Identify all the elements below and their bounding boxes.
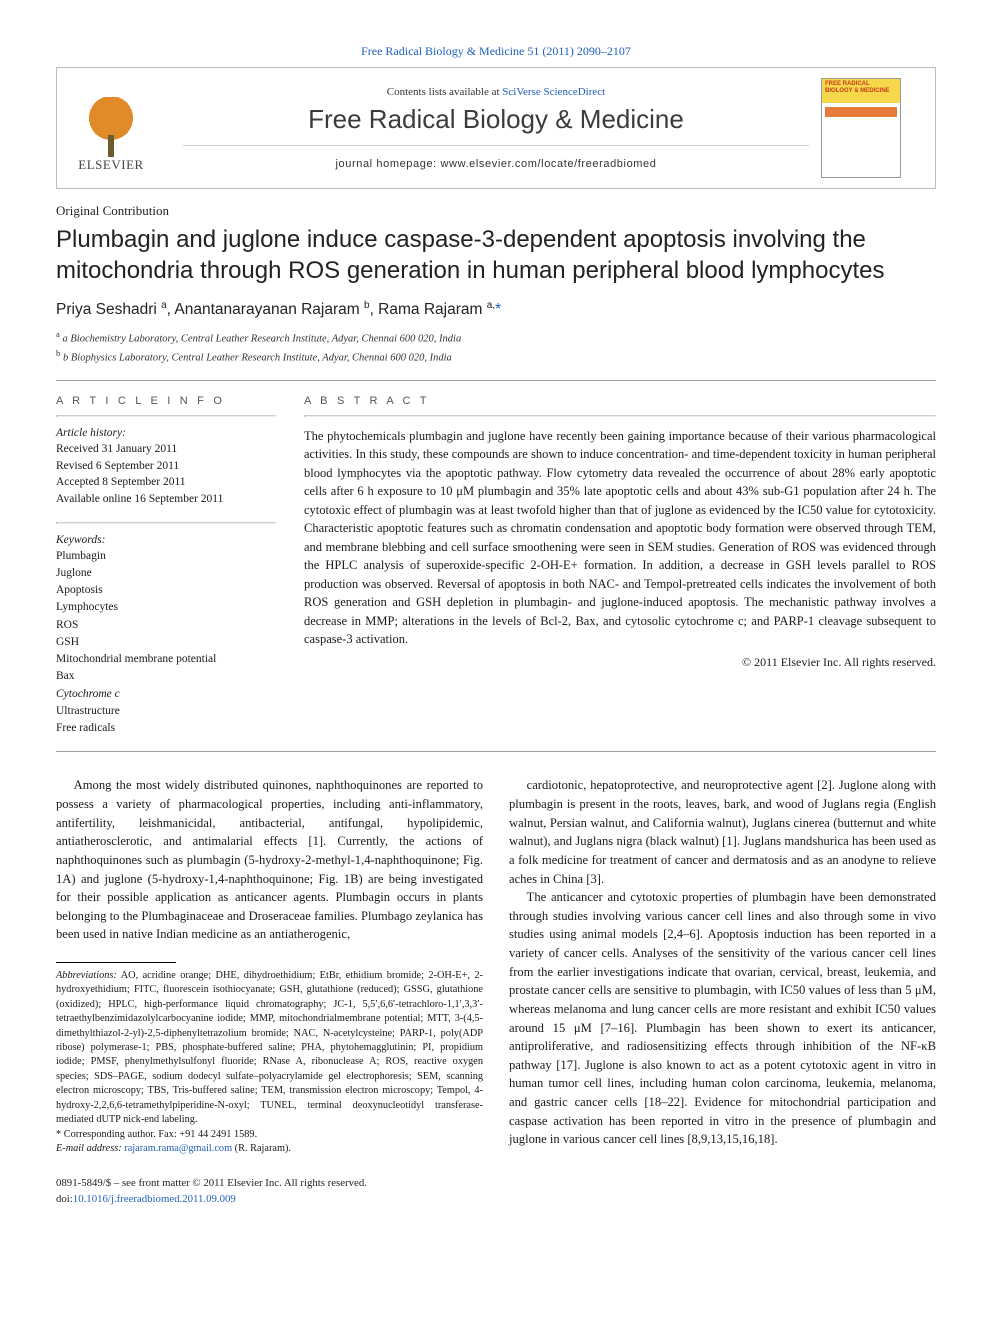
info-abstract-grid: A R T I C L E I N F O Article history: R… (56, 395, 936, 737)
journal-cover-thumb: FREE RADICAL BIOLOGY & MEDICINE (821, 78, 901, 178)
keywords-label: Keywords: (56, 534, 276, 546)
info-inner-rule2 (56, 522, 276, 524)
corr-email-link[interactable]: rajaram.rama@gmail.com (124, 1143, 232, 1154)
corr-author-note: * Corresponding author. Fax: +91 44 2491… (56, 1128, 483, 1142)
citation-link[interactable]: Free Radical Biology & Medicine 51 (2011… (361, 44, 631, 58)
keyword: Bax (56, 668, 276, 685)
article-info-block: A R T I C L E I N F O Article history: R… (56, 395, 276, 737)
author-list: Priya Seshadri a, Anantanarayanan Rajara… (56, 300, 936, 319)
abbrev-label: Abbreviations: (56, 970, 117, 981)
cover-band-icon (825, 107, 897, 117)
page-footer: 0891-5849/$ – see front matter © 2011 El… (56, 1176, 936, 1207)
doi-link[interactable]: 10.1016/j.freeradbiomed.2011.09.009 (73, 1193, 236, 1205)
section-rule (56, 380, 936, 381)
abstract-text: The phytochemicals plumbagin and juglone… (304, 427, 936, 649)
abstract-block: A B S T R A C T The phytochemicals plumb… (304, 395, 936, 737)
cover-title: FREE RADICAL BIOLOGY & MEDICINE (822, 79, 900, 96)
citation-line: Free Radical Biology & Medicine 51 (2011… (56, 44, 936, 59)
contents-line: Contents lists available at SciVerse Sci… (183, 86, 809, 98)
history-lines: Received 31 January 2011 Revised 6 Septe… (56, 441, 276, 508)
footnote-rule (56, 962, 176, 963)
abbrev-block: Abbreviations: AO, acridine orange; DHE,… (56, 969, 483, 1127)
abs-inner-rule (304, 415, 936, 417)
history-line: Received 31 January 2011 (56, 441, 276, 458)
history-line: Available online 16 September 2011 (56, 491, 276, 508)
sciencedirect-link[interactable]: SciVerse ScienceDirect (502, 86, 605, 98)
publisher-name: ELSEVIER (78, 157, 143, 173)
body-para: The anticancer and cytotoxic properties … (509, 888, 936, 1149)
history-line: Revised 6 September 2011 (56, 458, 276, 475)
body-para: cardiotonic, hepatoprotective, and neuro… (509, 776, 936, 888)
footnotes: Abbreviations: AO, acridine orange; DHE,… (56, 969, 483, 1156)
affiliation-a: a a Biochemistry Laboratory, Central Lea… (56, 328, 936, 347)
section-label: Original Contribution (56, 203, 936, 219)
journal-homepage: journal homepage: www.elsevier.com/locat… (183, 158, 809, 170)
journal-name: Free Radical Biology & Medicine (183, 104, 809, 135)
masthead-rule (183, 145, 809, 146)
body-para: Among the most widely distributed quinon… (56, 776, 483, 944)
keyword: GSH (56, 634, 276, 651)
keyword: Apoptosis (56, 582, 276, 599)
affiliation-b: b b Biophysics Laboratory, Central Leath… (56, 347, 936, 366)
info-inner-rule (56, 415, 276, 417)
keyword: Mitochondrial membrane potential (56, 651, 276, 668)
email-line: E-mail address: rajaram.rama@gmail.com (… (56, 1142, 483, 1156)
keyword: ROS (56, 617, 276, 634)
page-root: Free Radical Biology & Medicine 51 (2011… (0, 0, 992, 1248)
section-rule-2 (56, 751, 936, 752)
masthead-center: Contents lists available at SciVerse Sci… (183, 86, 809, 170)
email-label: E-mail address: (56, 1143, 122, 1154)
publisher-logo: ELSEVIER (71, 83, 151, 173)
history-label: Article history: (56, 427, 276, 439)
keywords-list: Plumbagin Juglone Apoptosis Lymphocytes … (56, 548, 276, 738)
article-title: Plumbagin and juglone induce caspase-3-d… (56, 225, 936, 286)
abstract-head: A B S T R A C T (304, 395, 936, 407)
body-columns: Among the most widely distributed quinon… (56, 776, 936, 1156)
abstract-copyright: © 2011 Elsevier Inc. All rights reserved… (304, 655, 936, 670)
article-info-head: A R T I C L E I N F O (56, 395, 276, 407)
front-matter-line: 0891-5849/$ – see front matter © 2011 El… (56, 1176, 936, 1192)
doi-line: doi:10.1016/j.freeradbiomed.2011.09.009 (56, 1192, 936, 1208)
masthead: ELSEVIER Contents lists available at Sci… (56, 67, 936, 189)
abbrev-text: AO, acridine orange; DHE, dihydroethidiu… (56, 970, 483, 1125)
email-person: (R. Rajaram). (232, 1143, 291, 1154)
contents-prefix: Contents lists available at (387, 86, 502, 98)
keyword: Free radicals (56, 720, 276, 737)
keyword: Juglone (56, 565, 276, 582)
keyword: Ultrastructure (56, 703, 276, 720)
elsevier-tree-icon (84, 97, 138, 157)
history-line: Accepted 8 September 2011 (56, 474, 276, 491)
keyword: Cytochrome c (56, 686, 276, 703)
keyword: Plumbagin (56, 548, 276, 565)
keyword: Lymphocytes (56, 599, 276, 616)
